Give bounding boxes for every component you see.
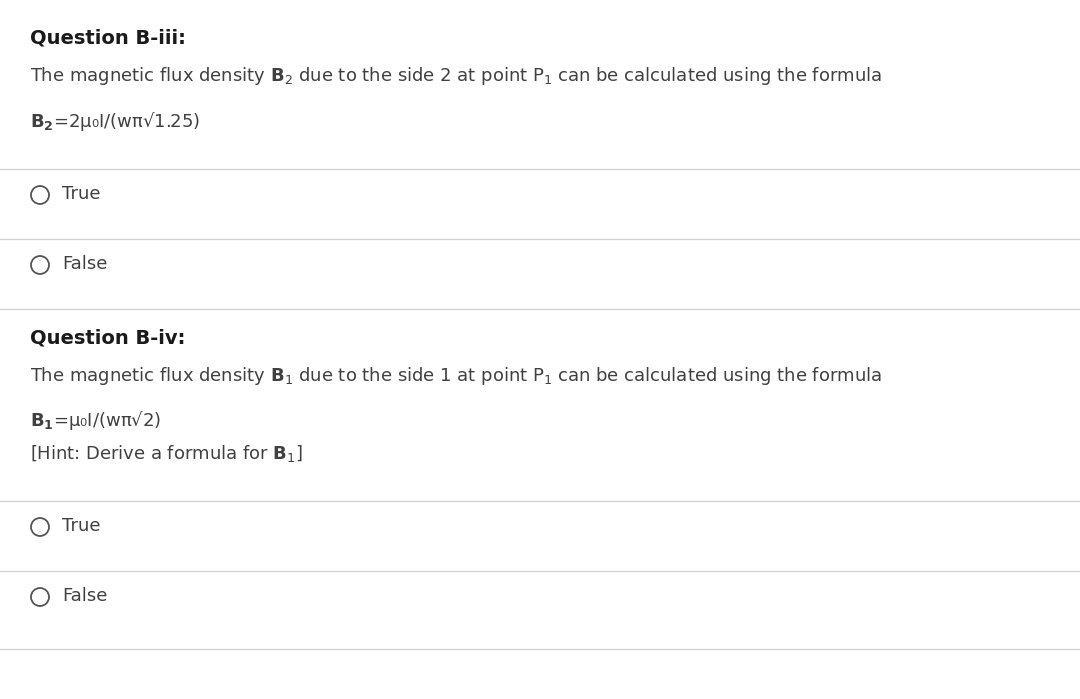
Text: False: False	[62, 587, 107, 605]
Text: Question B-iii:: Question B-iii:	[30, 29, 186, 48]
Text: The magnetic flux density $\mathbf{B}_2$ due to the side 2 at point P$_1$ can be: The magnetic flux density $\mathbf{B}_2$…	[30, 65, 882, 87]
Text: The magnetic flux density $\mathbf{B}_1$ due to the side 1 at point P$_1$ can be: The magnetic flux density $\mathbf{B}_1$…	[30, 365, 882, 387]
Text: False: False	[62, 255, 107, 273]
Text: Question B-iv:: Question B-iv:	[30, 329, 186, 348]
Text: $\mathbf{B_2}$=2μ₀I/(wπ√1.25): $\mathbf{B_2}$=2μ₀I/(wπ√1.25)	[30, 110, 200, 133]
Text: [Hint: Derive a formula for $\mathbf{B}_1$]: [Hint: Derive a formula for $\mathbf{B}_…	[30, 443, 302, 464]
Text: $\mathbf{B_1}$=μ₀I/(wπ√2): $\mathbf{B_1}$=μ₀I/(wπ√2)	[30, 409, 161, 432]
Text: True: True	[62, 185, 100, 203]
Text: True: True	[62, 517, 100, 535]
